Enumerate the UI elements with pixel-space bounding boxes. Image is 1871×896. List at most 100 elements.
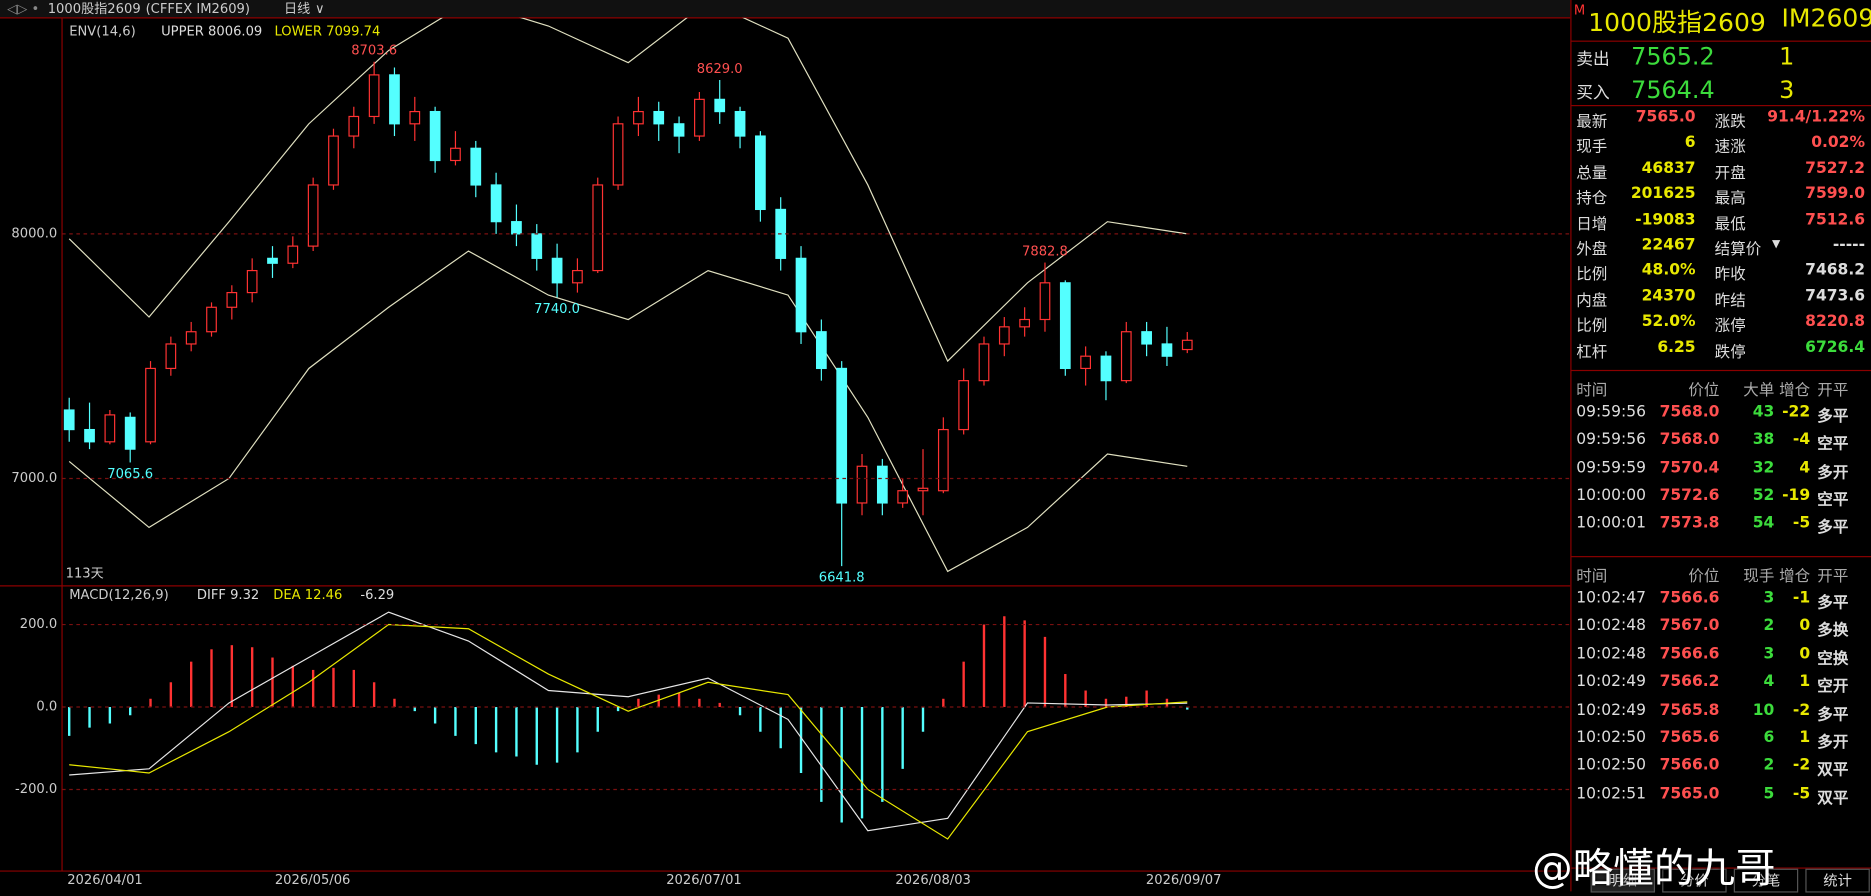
stat-label: 比例 [1576,317,1608,336]
stat-label: 总量 [1576,164,1608,183]
candle-body [1161,343,1173,357]
candle-body [145,367,156,443]
trade-cell: 10 [1752,701,1775,720]
stat-label: 内盘 [1576,292,1608,311]
stat-label: 开盘 [1714,164,1746,183]
price-annotation: 7740.0 [534,302,580,317]
trade-cell: 7568.0 [1659,403,1720,422]
trade-cell: 6 [1763,729,1775,747]
candle-body [267,257,278,264]
indicator[interactable]: MACD(12,26,9) [69,588,169,603]
indicator[interactable]: ENV(14,6) [69,25,135,40]
symbol: 1000股指2609 [48,1,141,17]
price-annotation: 6641.8 [819,571,865,586]
quote-panel: M 1000股指2609 IM2609 卖出 7565.2 1 买入 7564.4 3 最新 756… [1570,0,1871,893]
candle-body [1100,355,1112,382]
column-header: 价位 [1688,567,1720,586]
trade-cell: 2 [1763,756,1775,775]
candle-body [612,123,624,186]
stat-value: 52.0% [1641,312,1696,331]
candle-body [978,343,990,382]
trade-cell: 09:59:56 [1576,403,1646,422]
candle-body [1141,331,1152,345]
trade-cell: 10:02:47 [1576,589,1646,608]
trade-cell: 空开 [1817,677,1849,696]
trade-cell: 多换 [1817,622,1849,641]
diff-label: DIFF 9.32 [197,588,259,603]
stat-value: 7527.2 [1805,159,1866,178]
y-tick-label: -200.0 [15,782,57,797]
stat-label: 持仓 [1576,189,1608,208]
candle-body [633,110,644,125]
candle-body [998,326,1010,345]
trade-cell: 2 [1763,617,1775,636]
trade-cell: 7565.6 [1659,729,1720,747]
price: 7564.4 [1631,75,1715,104]
trade-cell: 7573.8 [1659,514,1720,533]
candle-body [206,306,217,333]
candle-body [84,428,95,443]
candle-body [1019,318,1031,328]
tab[interactable]: 分价 [1662,868,1727,893]
candle-body [876,465,888,504]
stat-label: 最新 [1576,113,1608,132]
stat-value: 22467 [1641,236,1696,255]
period[interactable]: 日线 [284,1,310,17]
trade-cell: 7572.6 [1659,486,1720,505]
trade-cell: 3 [1763,589,1775,608]
stat-label: 昨结 [1714,292,1746,311]
y-tick-label: 7000.0 [11,471,57,486]
candle-body [450,147,461,162]
candle-body [1080,355,1092,370]
stat-value: 7468.2 [1805,261,1866,280]
tab[interactable]: 统计 [1805,868,1870,893]
candle-body [917,487,929,492]
candle-body [348,115,360,137]
stat-value: 24370 [1641,287,1696,306]
dropdown-icon[interactable]: ∨ [315,2,325,17]
trade-cell: 10:00:00 [1576,486,1646,505]
trade-cell: -2 [1792,701,1811,720]
stat-value: 8220.8 [1805,312,1866,331]
candle-body [836,367,848,504]
candle-body [937,428,949,492]
tab[interactable]: 明细 [1590,868,1656,893]
exchange[interactable]: (CFFEX IM2609) [146,2,250,17]
trade-cell: 多平 [1817,594,1849,613]
dropdown-icon[interactable]: ▼ [1771,238,1781,251]
stat-value: 7512.6 [1805,210,1866,229]
stat-value: 7473.6 [1805,287,1866,306]
candle-body [592,184,604,272]
trade-cell: 7570.4 [1659,458,1720,477]
y-tick-label: 200.0 [20,617,58,632]
trade-cell: 0 [1799,617,1811,636]
trade-cell: -4 [1792,431,1811,450]
trade-cell: 10:02:50 [1576,729,1646,747]
stat-value: 7565.0 [1635,108,1696,127]
stat-label: 结算价 [1714,241,1762,259]
candle-body [165,343,177,370]
stat-value: ----- [1832,236,1866,255]
separator [1571,40,1871,42]
candle-body [226,291,238,308]
days-label: 113天 [66,566,104,581]
trade-cell: 空平 [1817,435,1849,454]
candle-body [409,110,421,125]
stat-label: 涨跌 [1714,113,1746,132]
mark: M [1573,2,1586,18]
x-tick-label: 2026/07/01 [666,873,742,888]
candle-body [694,98,705,137]
candle-body [124,416,136,450]
candle-body [653,110,665,125]
price-annotation: 8703.6 [351,44,397,59]
trade-cell: 10:02:48 [1576,645,1646,664]
trade-cell: -19 [1782,486,1811,505]
contract-code: IM2609 [1781,3,1871,33]
candle-body [958,380,970,431]
stat-label: 最低 [1714,215,1746,234]
candle-body [1059,282,1071,370]
contract-name: 1000股指2609 [1588,8,1766,37]
trade-cell: 10:02:49 [1576,673,1646,692]
column-header: 开平 [1817,567,1849,586]
